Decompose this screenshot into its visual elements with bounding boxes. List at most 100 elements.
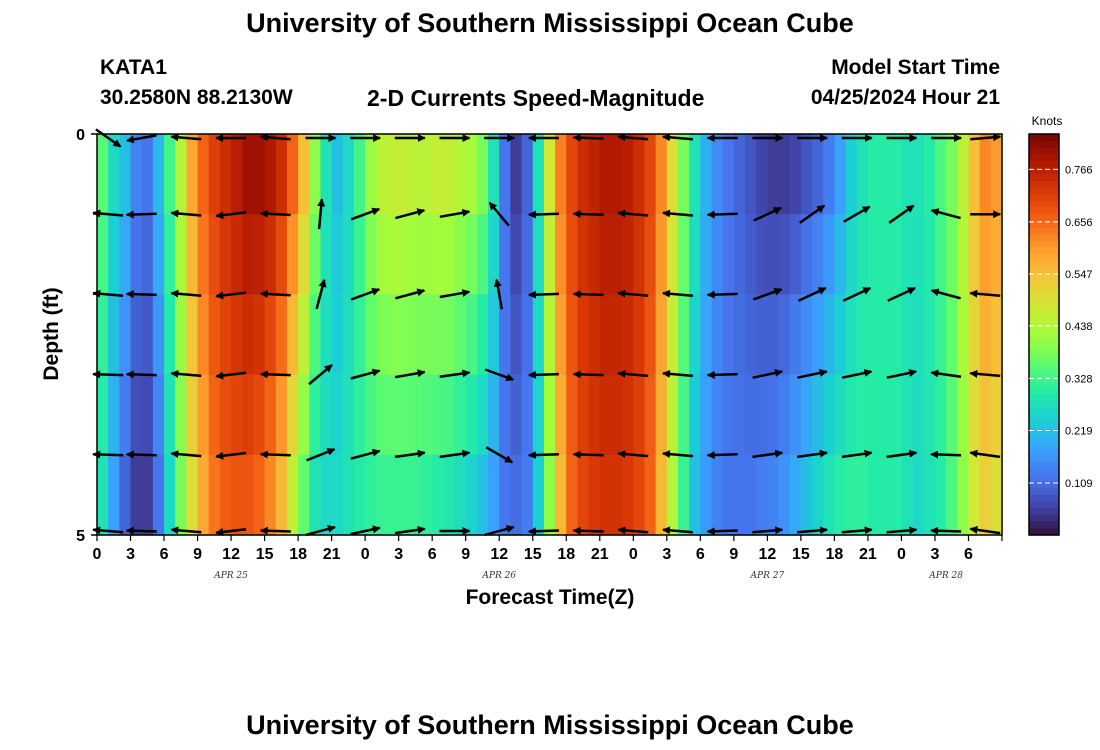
current-vector xyxy=(215,371,247,380)
heatmap-cell xyxy=(342,134,355,215)
heatmap-cell xyxy=(152,134,165,215)
x-tick-label: 15 xyxy=(792,546,810,563)
heatmap-cell xyxy=(968,214,981,295)
current-vector xyxy=(841,369,873,379)
current-vector xyxy=(886,369,918,379)
colorbar-segment xyxy=(1029,441,1059,449)
current-vector xyxy=(753,206,782,222)
heatmap-cell xyxy=(398,294,411,376)
heatmap-cell xyxy=(353,374,366,456)
heatmap-cell xyxy=(309,214,322,295)
x-tick-label: 18 xyxy=(826,546,844,563)
heatmap-cell xyxy=(633,134,646,215)
heatmap-cell xyxy=(443,214,456,295)
heatmap-cell xyxy=(722,374,735,456)
current-vector xyxy=(706,290,738,299)
current-vector xyxy=(572,133,604,142)
heatmap-cell xyxy=(957,454,970,536)
heatmap-cell xyxy=(834,294,847,376)
heatmap-cell xyxy=(454,374,467,456)
heatmap-cell xyxy=(488,134,500,215)
heatmap-cell xyxy=(465,214,478,295)
heatmap-cell xyxy=(443,454,456,536)
x-tick-label: 3 xyxy=(126,546,135,563)
heatmap-cell xyxy=(264,294,277,376)
current-vector xyxy=(799,204,826,224)
heatmap-cell xyxy=(666,214,679,295)
heatmap-cell xyxy=(465,374,478,456)
heatmap-cell xyxy=(979,214,992,295)
colorbar-segment xyxy=(1029,528,1059,536)
heatmap-cell xyxy=(119,134,132,215)
colorbar-segment xyxy=(1029,488,1059,496)
heatmap-cell xyxy=(633,374,646,456)
heatmap-cell xyxy=(610,454,623,536)
colorbar-segment xyxy=(1029,294,1059,302)
x-tick-label: 0 xyxy=(629,546,638,563)
heatmap-cell xyxy=(197,294,210,376)
heatmap-cell xyxy=(834,134,847,215)
heatmap-cell xyxy=(577,374,590,456)
heatmap-cell xyxy=(666,294,679,376)
y-tick-label: 0 xyxy=(76,127,85,144)
colorbar-segment xyxy=(1029,374,1059,382)
heatmap-cell xyxy=(610,294,623,376)
heatmap-cell xyxy=(890,134,903,215)
heatmap-cell xyxy=(655,214,668,295)
heatmap-cell xyxy=(499,214,511,295)
current-vector xyxy=(305,525,336,537)
heatmap-cell xyxy=(432,374,444,456)
current-vector xyxy=(350,287,381,301)
heatmap-cell xyxy=(856,134,869,215)
heatmap-cell xyxy=(834,454,847,536)
heatmap-cell xyxy=(588,294,601,376)
current-vector xyxy=(527,210,559,219)
heatmap-cell xyxy=(331,454,344,536)
colorbar-segment xyxy=(1029,461,1059,469)
colorbar-segment xyxy=(1029,134,1059,142)
heatmap-cell xyxy=(722,454,735,536)
heatmap-cell xyxy=(934,294,947,376)
current-vector xyxy=(572,209,604,218)
heatmap-cell xyxy=(677,374,690,456)
heatmap-cell xyxy=(353,454,366,536)
heatmap-cell xyxy=(197,134,210,215)
heatmap-cell xyxy=(711,454,724,536)
heatmap-cell xyxy=(253,214,266,295)
heatmap-cell xyxy=(432,294,444,376)
x-tick-label: 15 xyxy=(256,546,274,563)
heatmap-cell xyxy=(141,214,154,295)
heatmap-cell xyxy=(387,134,400,215)
x-tick-label: 3 xyxy=(394,546,403,563)
heatmap-cell xyxy=(778,134,791,215)
heatmap-cell xyxy=(141,294,154,376)
current-vector xyxy=(662,209,694,218)
heatmap-cell xyxy=(979,374,992,456)
heatmap-cell xyxy=(409,294,422,376)
x-tick-label: 6 xyxy=(428,546,437,563)
colorbar-label: Knots xyxy=(1032,114,1063,128)
heatmap-cell xyxy=(219,214,232,295)
heatmap-cell xyxy=(968,134,981,215)
heatmap-cell xyxy=(711,214,724,295)
x-tick-label: 12 xyxy=(222,546,240,563)
colorbar-segment xyxy=(1029,448,1059,456)
bottom-title: University of Southern Mississippi Ocean… xyxy=(246,710,854,740)
heatmap-cell xyxy=(845,454,858,536)
chart-heading: 2-D Currents Speed-Magnitude xyxy=(367,85,705,111)
heatmap-cell xyxy=(97,294,109,376)
current-vector xyxy=(572,290,604,299)
heatmap-cell xyxy=(834,374,847,456)
current-vector xyxy=(484,368,515,382)
heatmap-cell xyxy=(331,134,344,215)
current-vector xyxy=(662,369,694,378)
heatmap-cell xyxy=(745,374,757,456)
current-vector xyxy=(662,450,694,459)
heatmap-cell xyxy=(979,454,992,536)
heatmap-cell xyxy=(275,294,288,376)
colorbar-segment xyxy=(1029,267,1059,275)
heatmap-cell xyxy=(320,134,333,215)
heatmap-cell xyxy=(812,134,824,215)
heatmap-cell xyxy=(543,214,556,295)
heatmap-cell xyxy=(242,134,255,215)
